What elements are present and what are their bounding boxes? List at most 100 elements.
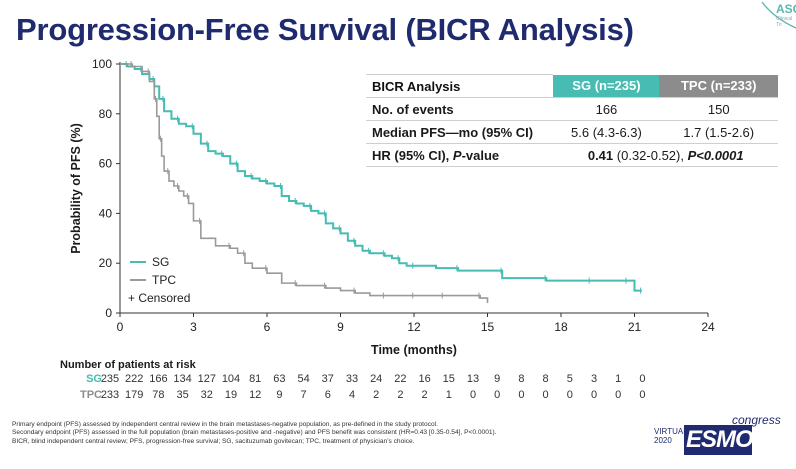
esmo-word: ESMO [686,426,754,453]
footnotes: Primary endpoint (PFS) assessed by indep… [12,421,497,446]
table-header-tpc: TPC (n=233) [659,74,778,98]
risk-value: 134 [173,373,192,385]
risk-value: 78 [152,389,165,401]
risk-value: 166 [149,373,168,385]
asco-logo-text: ASC [776,2,796,16]
risk-value: 0 [494,389,501,401]
footnote: BICR, blind independent central review; … [12,437,415,445]
risk-value: 104 [221,373,241,385]
x-tick-label: 18 [554,320,568,334]
table-header-sg: SG (n=235) [553,74,660,98]
risk-row-label: SG [86,373,102,385]
legend-label-censored: + Censored [128,291,190,305]
footnote: Primary endpoint (PFS) assessed by indep… [12,421,438,428]
swoosh-icon [761,1,796,29]
risk-value: 0 [639,389,646,401]
risk-value: 0 [639,373,646,385]
risk-value: 54 [297,373,310,385]
risk-value: 5 [566,373,573,385]
risk-value: 1 [615,373,622,385]
risk-value: 3 [590,373,598,385]
table-row-label: Median PFS—mo (95% CI) [366,120,554,144]
risk-value: 0 [615,389,622,401]
hr-label-c: -value [461,147,500,163]
risk-value: 19 [224,389,238,401]
y-axis-label: Probability of PFS (%) [69,123,83,254]
risk-value: 235 [100,373,120,385]
bicr-table: BICR Analysis SG (n=235) TPC (n=233) No.… [366,74,778,167]
risk-value: 0 [469,389,477,401]
risk-value: 6 [324,389,331,401]
legend-label-sg: SG [152,255,169,269]
y-tick-label: 40 [99,206,113,220]
risk-value: 15 [442,373,455,385]
x-tick-label: 15 [481,320,495,334]
risk-value: 16 [418,373,431,385]
risk-value: 63 [273,373,286,385]
risk-value: 32 [200,389,213,401]
table-row-label: No. of events [366,97,554,121]
y-tick-label: 100 [92,57,112,71]
chart-axes: 0 20 40 60 80 100 0 3 6 9 12 15 18 21 24 Time (months) P… [69,57,715,357]
esmo-box [684,425,752,455]
table-cell-tpc: 1.7 (1.5-2.6) [659,120,778,144]
x-axis-label: Time (months) [371,343,457,357]
risk-value: 33 [345,373,359,385]
hr-value-c: P<0.0001 [687,147,744,163]
risk-value: 24 [370,373,383,385]
slide-title: Progression-Free Survival (BICR Analysis… [16,12,634,47]
risk-value: 4 [348,389,356,401]
x-tick-label: 24 [701,320,715,334]
risk-value: 81 [249,373,262,385]
chart-curves [120,61,642,304]
esmo-suffix: congress [732,413,781,427]
risk-value: 22 [394,373,407,385]
table-row-hr: HR (95% CI), P-value 0.41 (0.32-0.52), P… [366,143,778,167]
risk-value: 8 [542,373,549,385]
risk-value: 12 [249,389,262,401]
risk-value: 2 [373,389,380,401]
hr-value-a: 0.41 [587,147,614,163]
y-tick-label: 60 [99,157,113,171]
table-header-label: BICR Analysis [366,74,554,98]
asco-logo-subtext: Clinical Tri [776,16,793,28]
x-tick-label: 12 [407,320,421,334]
risk-value: 2 [421,389,428,401]
risk-value: 179 [125,389,144,401]
x-tick-label: 6 [264,320,271,334]
asco-logo: ASC Clinical Tri [760,0,796,30]
hr-label-b: P [452,147,462,163]
table-header-row: BICR Analysis SG (n=235) TPC (n=233) [366,74,778,98]
risk-value: 7 [300,389,307,401]
y-tick-label: 0 [105,306,112,320]
chart-legend: SG TPC + Censored [128,255,190,305]
risk-value: 0 [542,389,549,401]
risk-value: 0 [518,389,525,401]
esmo-prefix: VIRTUAL 2020 [654,427,688,445]
risk-value: 8 [518,373,525,385]
km-curve-tpc [120,63,489,304]
legend-label-tpc: TPC [152,273,176,287]
risk-value: 9 [494,373,501,385]
table-row-label: HR (95% CI), P-value [366,143,554,167]
x-tick-label: 9 [337,320,344,334]
table-row: Median PFS—mo (95% CI) 5.6 (4.3-6.3) 1.7… [366,120,778,144]
risk-value: 0 [566,389,573,401]
risk-value: 2 [397,389,404,401]
risk-table-title: Number of patients at risk [60,359,196,371]
x-tick-label: 0 [117,320,124,334]
hr-label-a: HR (95% CI), [372,147,453,163]
risk-row-label: TPC [80,389,102,401]
table-cell-sg: 166 [553,97,660,121]
risk-value: 13 [466,373,480,385]
risk-value: 37 [321,373,334,385]
risk-value: 127 [197,373,216,385]
y-tick-label: 20 [99,256,113,270]
km-curve-sg [120,63,642,292]
x-tick-label: 3 [190,320,197,334]
hr-value-b: (0.32-0.52), [613,147,688,163]
risk-value: 222 [125,373,144,385]
table-row: No. of events 166 150 [366,97,778,121]
table-cell-tpc: 150 [659,97,778,121]
risk-value: 1 [445,389,452,401]
